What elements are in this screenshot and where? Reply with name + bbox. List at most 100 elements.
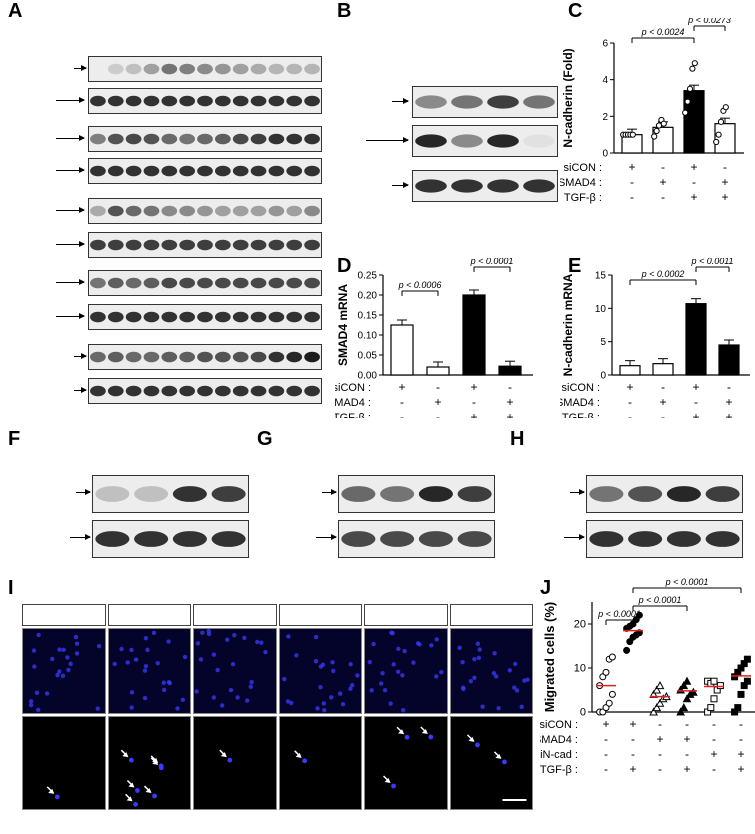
blot-band (304, 239, 320, 251)
blot-band (418, 531, 453, 547)
condition-sign: - (694, 395, 698, 409)
blot-band (250, 133, 267, 145)
nucleus (235, 695, 240, 700)
condition-sign: - (658, 717, 662, 731)
nucleus (166, 680, 171, 685)
blot-band (705, 531, 740, 547)
y-tick-label: 5 (600, 337, 606, 348)
arrow-head (121, 752, 128, 758)
data-point (689, 65, 696, 72)
blot-band (90, 385, 106, 397)
blot-bands (90, 277, 320, 289)
migrated-cells-image (449, 716, 533, 810)
condition-sign: - (628, 395, 632, 409)
bar (426, 366, 450, 376)
nucleus (477, 647, 482, 652)
nucleus (417, 642, 422, 647)
upper-cells-image (22, 628, 106, 714)
blot-strip (412, 125, 558, 157)
blot-band (451, 179, 483, 193)
data-point (655, 698, 665, 707)
condition-sign: + (690, 160, 697, 174)
nucleus (337, 691, 342, 696)
data-point (679, 681, 689, 690)
nucleus (288, 700, 294, 706)
blot-band (95, 486, 130, 502)
nucleus (434, 674, 439, 679)
nucleus (54, 794, 60, 800)
data-point (608, 653, 616, 661)
condition-name: siSMAD4 : (540, 734, 578, 746)
arrow-indicator (396, 726, 402, 732)
data-point (722, 104, 729, 111)
row-arrow (56, 207, 85, 213)
data-point (743, 677, 751, 685)
blot-band (161, 133, 178, 145)
blot-band (232, 239, 249, 251)
migrated-cells-image (364, 716, 448, 810)
blot-band (214, 239, 231, 251)
blot-band (286, 277, 303, 289)
condition-name: siSMAD4 : (560, 177, 602, 189)
blot-band (90, 351, 106, 363)
nucleus (60, 673, 66, 679)
data-point (743, 655, 751, 663)
nucleus (206, 629, 211, 634)
y-tick-label: 0.25 (358, 271, 378, 282)
blot-band (143, 133, 160, 145)
y-tick-label: 10 (595, 304, 607, 315)
blot-band (250, 239, 267, 251)
nucleus (281, 676, 286, 682)
blot-band (250, 165, 267, 177)
blot-band (589, 531, 624, 547)
nucleus (491, 670, 496, 676)
arrow-indicator (219, 749, 225, 755)
condition-sign: + (692, 380, 699, 394)
nucleus (301, 758, 307, 764)
panel-label-g: G (257, 428, 273, 450)
p-value-label: p < 0.0001 (638, 595, 682, 605)
nucleus (232, 632, 237, 638)
condition-name: TGF-β : (540, 764, 578, 776)
nuclei-field (281, 634, 360, 713)
data-point (684, 98, 691, 105)
nucleus (402, 648, 407, 654)
nucleus (411, 660, 416, 665)
blot-band (161, 205, 178, 217)
row-arrow (76, 489, 91, 495)
blot-band (197, 205, 213, 217)
blot-band (90, 277, 106, 289)
blot-band (95, 531, 130, 547)
arrow-head (48, 788, 55, 794)
panel-e-chart: N-cadherin mRNA 0 5 10 15 p < 0.0002 p < 0.001… (560, 258, 750, 418)
blot-band (304, 133, 320, 145)
condition-name: siCON : (564, 162, 603, 174)
blot-band (107, 277, 124, 289)
blot-band (286, 239, 303, 251)
y-axis-label: N-cadherin mRNA (561, 273, 575, 376)
upper-cells-image (364, 628, 448, 714)
blot-bands (90, 165, 320, 177)
condition-sign: - (712, 762, 716, 776)
blot-strip (92, 520, 249, 558)
blot-band (214, 205, 231, 217)
blot-band (286, 165, 303, 177)
blot-band (125, 239, 142, 251)
condition-sign: - (712, 732, 716, 746)
nucleus (161, 680, 166, 685)
nucleus (354, 673, 360, 678)
arrow-indicator (126, 779, 132, 786)
arrow-indicator (420, 726, 426, 732)
blot-band (451, 134, 483, 148)
nucleus (313, 634, 318, 640)
blot-band (250, 385, 267, 397)
condition-sign: - (436, 380, 440, 394)
nucleus (198, 657, 204, 662)
blot-band (197, 311, 213, 323)
blot-band (268, 63, 285, 75)
bar (498, 365, 522, 376)
condition-sign: + (721, 175, 728, 189)
panel-j-chart: Migrated cells (%) 0 10 20 p < 0.0001 p < 0.0… (540, 577, 755, 776)
data-point (686, 85, 694, 92)
nucleus (471, 657, 477, 662)
